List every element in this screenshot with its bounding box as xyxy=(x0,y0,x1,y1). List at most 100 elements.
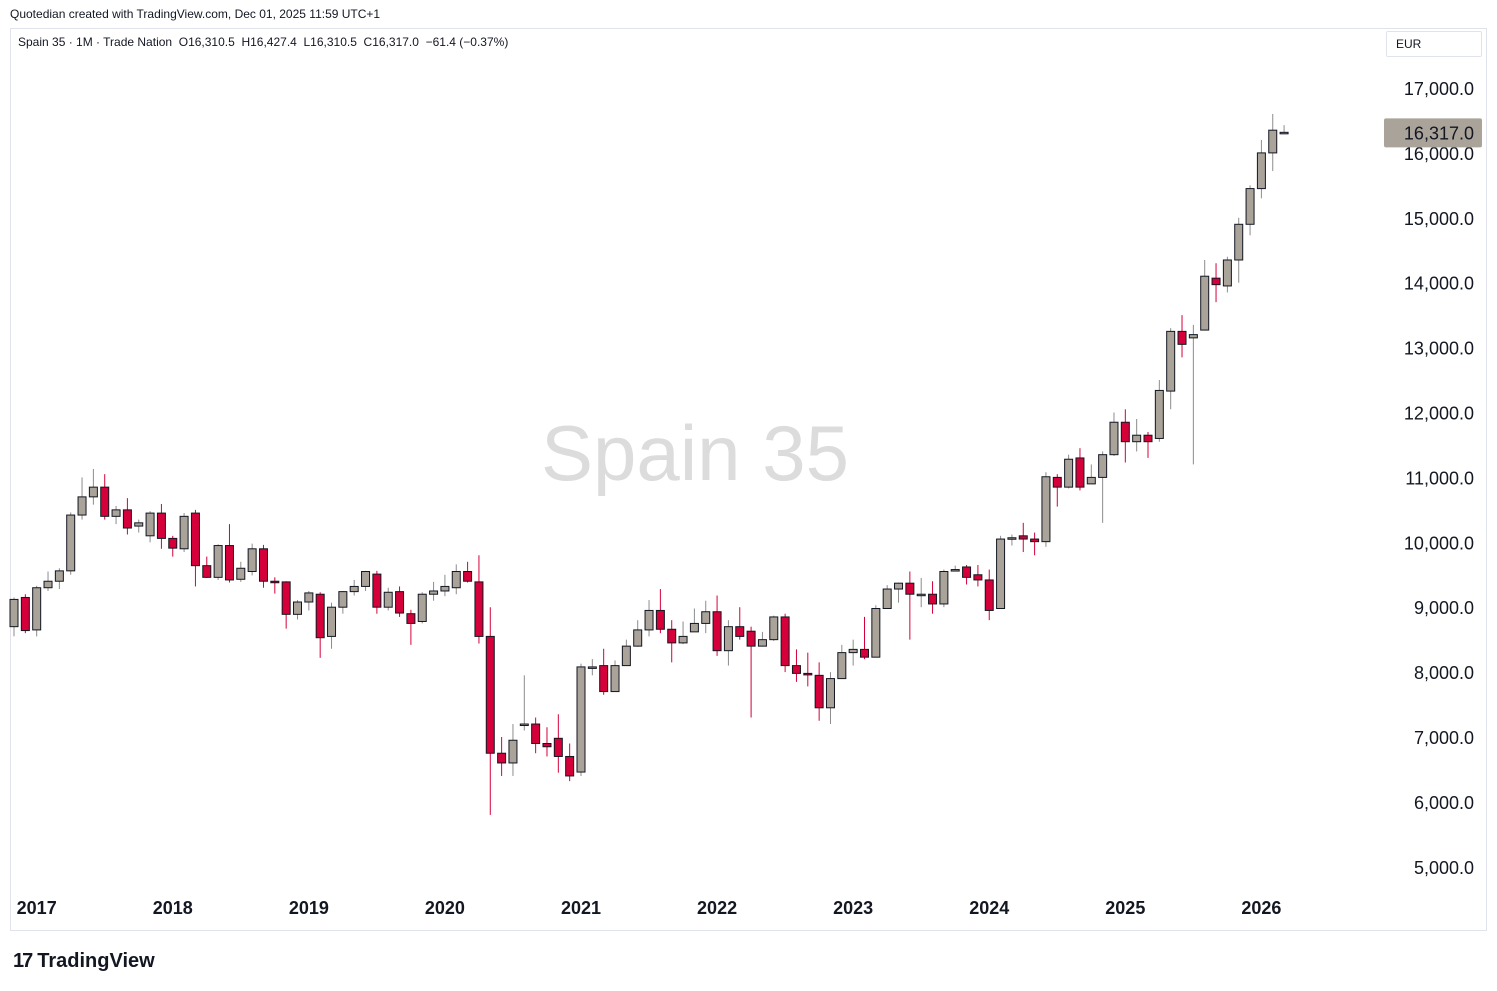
candle-body xyxy=(701,611,711,624)
candle-body xyxy=(179,515,189,550)
candle xyxy=(20,594,30,634)
candle xyxy=(1200,259,1210,331)
candle xyxy=(791,649,801,682)
symbol-legend[interactable]: Spain 35 · 1M · Trade Nation O16,310.5 H… xyxy=(18,35,509,49)
candle xyxy=(519,675,529,731)
candle xyxy=(485,607,495,815)
candle-body xyxy=(1279,131,1289,135)
candle xyxy=(1143,431,1153,458)
candle-body xyxy=(712,611,722,652)
candle xyxy=(1245,185,1255,236)
candle xyxy=(1132,418,1142,452)
candle-body xyxy=(338,591,348,608)
candle-body xyxy=(735,626,745,637)
candle-body xyxy=(327,606,337,637)
candle-body xyxy=(757,639,767,647)
candle-body xyxy=(474,581,484,637)
candle-body xyxy=(293,601,302,615)
candle xyxy=(1234,217,1244,283)
candle xyxy=(247,543,257,576)
candle-body xyxy=(497,752,507,764)
candle-body xyxy=(304,592,314,603)
candle-body xyxy=(1143,434,1153,443)
price-tick-label: 11,000.0 xyxy=(1405,468,1474,488)
candle xyxy=(315,592,325,658)
candle xyxy=(1256,139,1266,199)
candle xyxy=(894,582,904,603)
candle xyxy=(723,620,733,666)
candle xyxy=(587,659,597,676)
candle xyxy=(667,620,677,663)
candle xyxy=(145,511,155,543)
candle xyxy=(1075,448,1085,491)
last-price-label-bg xyxy=(1384,118,1482,148)
candle-body xyxy=(882,588,892,609)
candle-body xyxy=(122,509,132,529)
candle xyxy=(1211,263,1221,303)
candle-body xyxy=(361,571,371,587)
candle-body xyxy=(281,581,291,615)
candle xyxy=(962,565,972,585)
candle-body xyxy=(1007,537,1017,540)
candle xyxy=(270,577,280,594)
candle xyxy=(395,586,405,617)
candle xyxy=(848,639,858,666)
candle-body xyxy=(1041,476,1051,543)
candle-body xyxy=(1064,458,1074,488)
candle-body xyxy=(247,548,257,573)
time-tick-label: 2022 xyxy=(697,898,737,918)
candle xyxy=(769,615,779,641)
candle-body xyxy=(485,635,495,754)
candle xyxy=(9,597,19,637)
time-tick-label: 2017 xyxy=(17,898,57,918)
candle xyxy=(179,513,189,553)
candle xyxy=(928,581,938,614)
candle xyxy=(678,621,688,645)
candle xyxy=(383,587,393,611)
tradingview-logo[interactable]: 17 TradingView xyxy=(13,950,155,973)
candle xyxy=(463,561,473,583)
candle xyxy=(54,568,64,590)
candle-body xyxy=(1052,476,1062,488)
candle-body xyxy=(270,580,280,584)
candle-body xyxy=(1109,421,1119,456)
candle xyxy=(304,590,314,611)
candle xyxy=(1188,324,1198,465)
candle-body xyxy=(463,571,473,582)
candle-body xyxy=(1234,223,1244,261)
candle-body xyxy=(610,665,620,693)
candle-body xyxy=(667,628,677,644)
candle xyxy=(1041,472,1051,547)
candle xyxy=(406,609,416,645)
candle-body xyxy=(928,593,938,605)
candle-body xyxy=(383,591,393,608)
candle xyxy=(134,519,144,533)
candle xyxy=(77,477,87,520)
candle-body xyxy=(1030,538,1040,543)
candle xyxy=(32,585,42,637)
price-tick-label: 8,000.0 xyxy=(1414,663,1474,683)
candle-body xyxy=(372,573,382,608)
candle-body xyxy=(644,609,654,631)
candle xyxy=(553,714,563,773)
candle xyxy=(712,595,722,656)
candle-body xyxy=(1086,476,1096,485)
candle-body xyxy=(1245,188,1255,225)
currency-selector[interactable]: EUR xyxy=(1386,31,1482,57)
candle-body xyxy=(837,652,847,680)
candle-body xyxy=(791,665,801,674)
chart-frame xyxy=(10,28,1487,931)
time-axis: 2017 2018 2019 2020 2021 2022 2023 2024 2025 2026 xyxy=(17,898,1282,918)
time-tick-label: 2021 xyxy=(561,898,601,918)
candle xyxy=(224,524,234,583)
time-tick-label: 2024 xyxy=(969,898,1009,918)
candle xyxy=(474,555,484,644)
candle xyxy=(440,574,450,597)
candle xyxy=(837,644,847,680)
candle xyxy=(1064,454,1074,489)
candle xyxy=(1166,328,1176,410)
candle xyxy=(1086,464,1096,485)
candle-body xyxy=(315,593,325,639)
candle xyxy=(338,590,348,614)
